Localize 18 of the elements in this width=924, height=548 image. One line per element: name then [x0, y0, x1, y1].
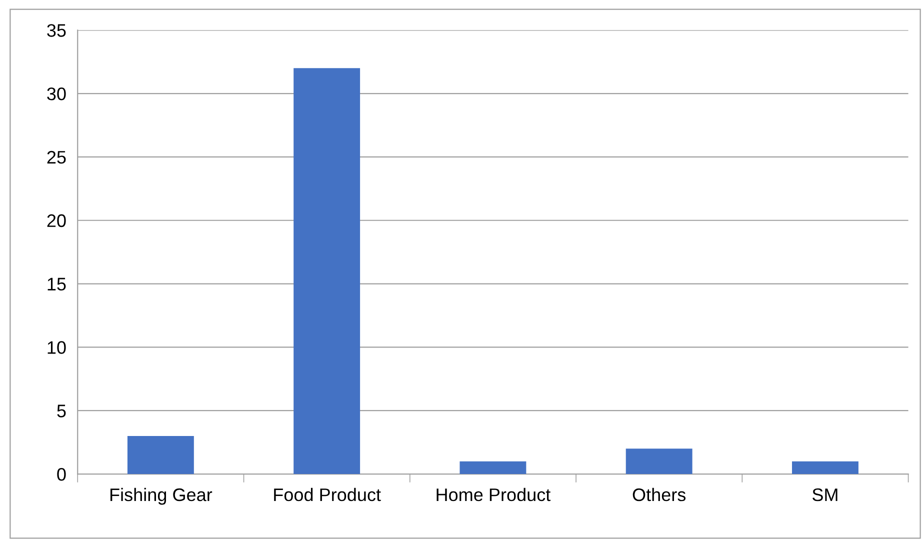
x-tick-label: Others [632, 488, 686, 502]
y-tick-label: 5 [57, 404, 66, 418]
y-tick-label: 30 [47, 87, 66, 100]
y-tick-label: 20 [47, 214, 66, 228]
bar [792, 461, 858, 474]
y-tick-label: 15 [48, 278, 66, 291]
bar [127, 436, 194, 474]
y-tick-label: 25 [47, 150, 66, 164]
bar [294, 68, 360, 474]
x-tick-label: SM [812, 488, 838, 502]
y-tick-label: 0 [57, 468, 66, 481]
x-tick-label: Home Product [436, 488, 551, 502]
bar [626, 448, 692, 474]
x-tick-label: Food Product [274, 488, 381, 502]
y-tick-label: 10 [48, 341, 66, 354]
x-tick-label: Fishing Gear [110, 488, 212, 505]
y-tick-label: 35 [47, 24, 66, 37]
bar [460, 461, 526, 474]
